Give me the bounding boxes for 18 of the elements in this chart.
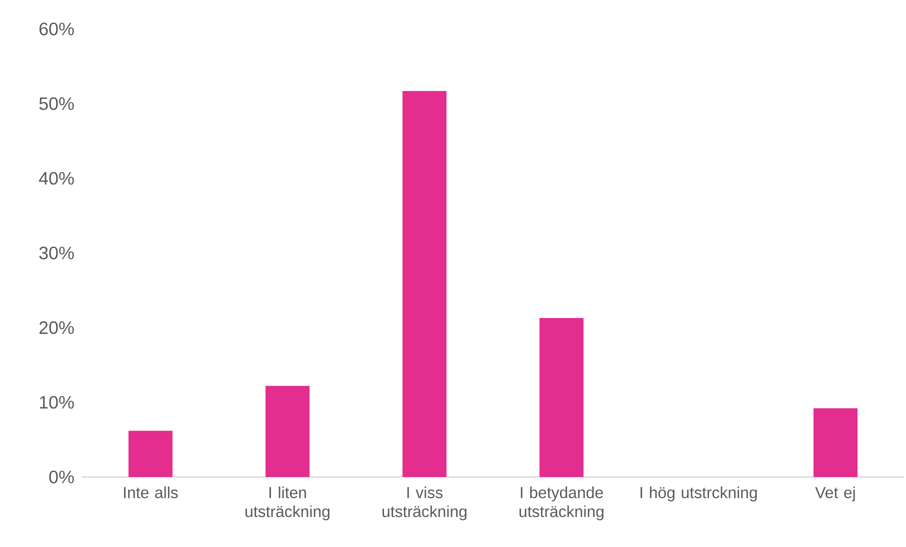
y-tick-label: 0%	[49, 470, 74, 484]
bar	[266, 386, 310, 477]
x-tick-label: Vet ej	[815, 486, 855, 502]
y-tick-label: 20%	[39, 321, 74, 334]
y-tick-label: 60%	[39, 22, 74, 36]
y-tick-label: 40%	[38, 172, 74, 185]
bar	[128, 430, 172, 477]
bar	[540, 318, 584, 477]
y-tick-label: 10%	[40, 396, 74, 409]
x-tick-label: I liten utsträckning	[246, 486, 330, 520]
x-tick-label: I betydande utsträckning	[520, 486, 604, 520]
y-tick-label: 50%	[39, 97, 74, 110]
x-tick-label: I viss utsträckning	[382, 486, 466, 520]
x-tick-label: I hög utstrckning	[640, 486, 757, 502]
x-tick-label: Inte alls	[124, 486, 178, 498]
bar	[402, 90, 447, 477]
y-tick-label: 30%	[39, 246, 74, 260]
bar	[814, 408, 858, 477]
